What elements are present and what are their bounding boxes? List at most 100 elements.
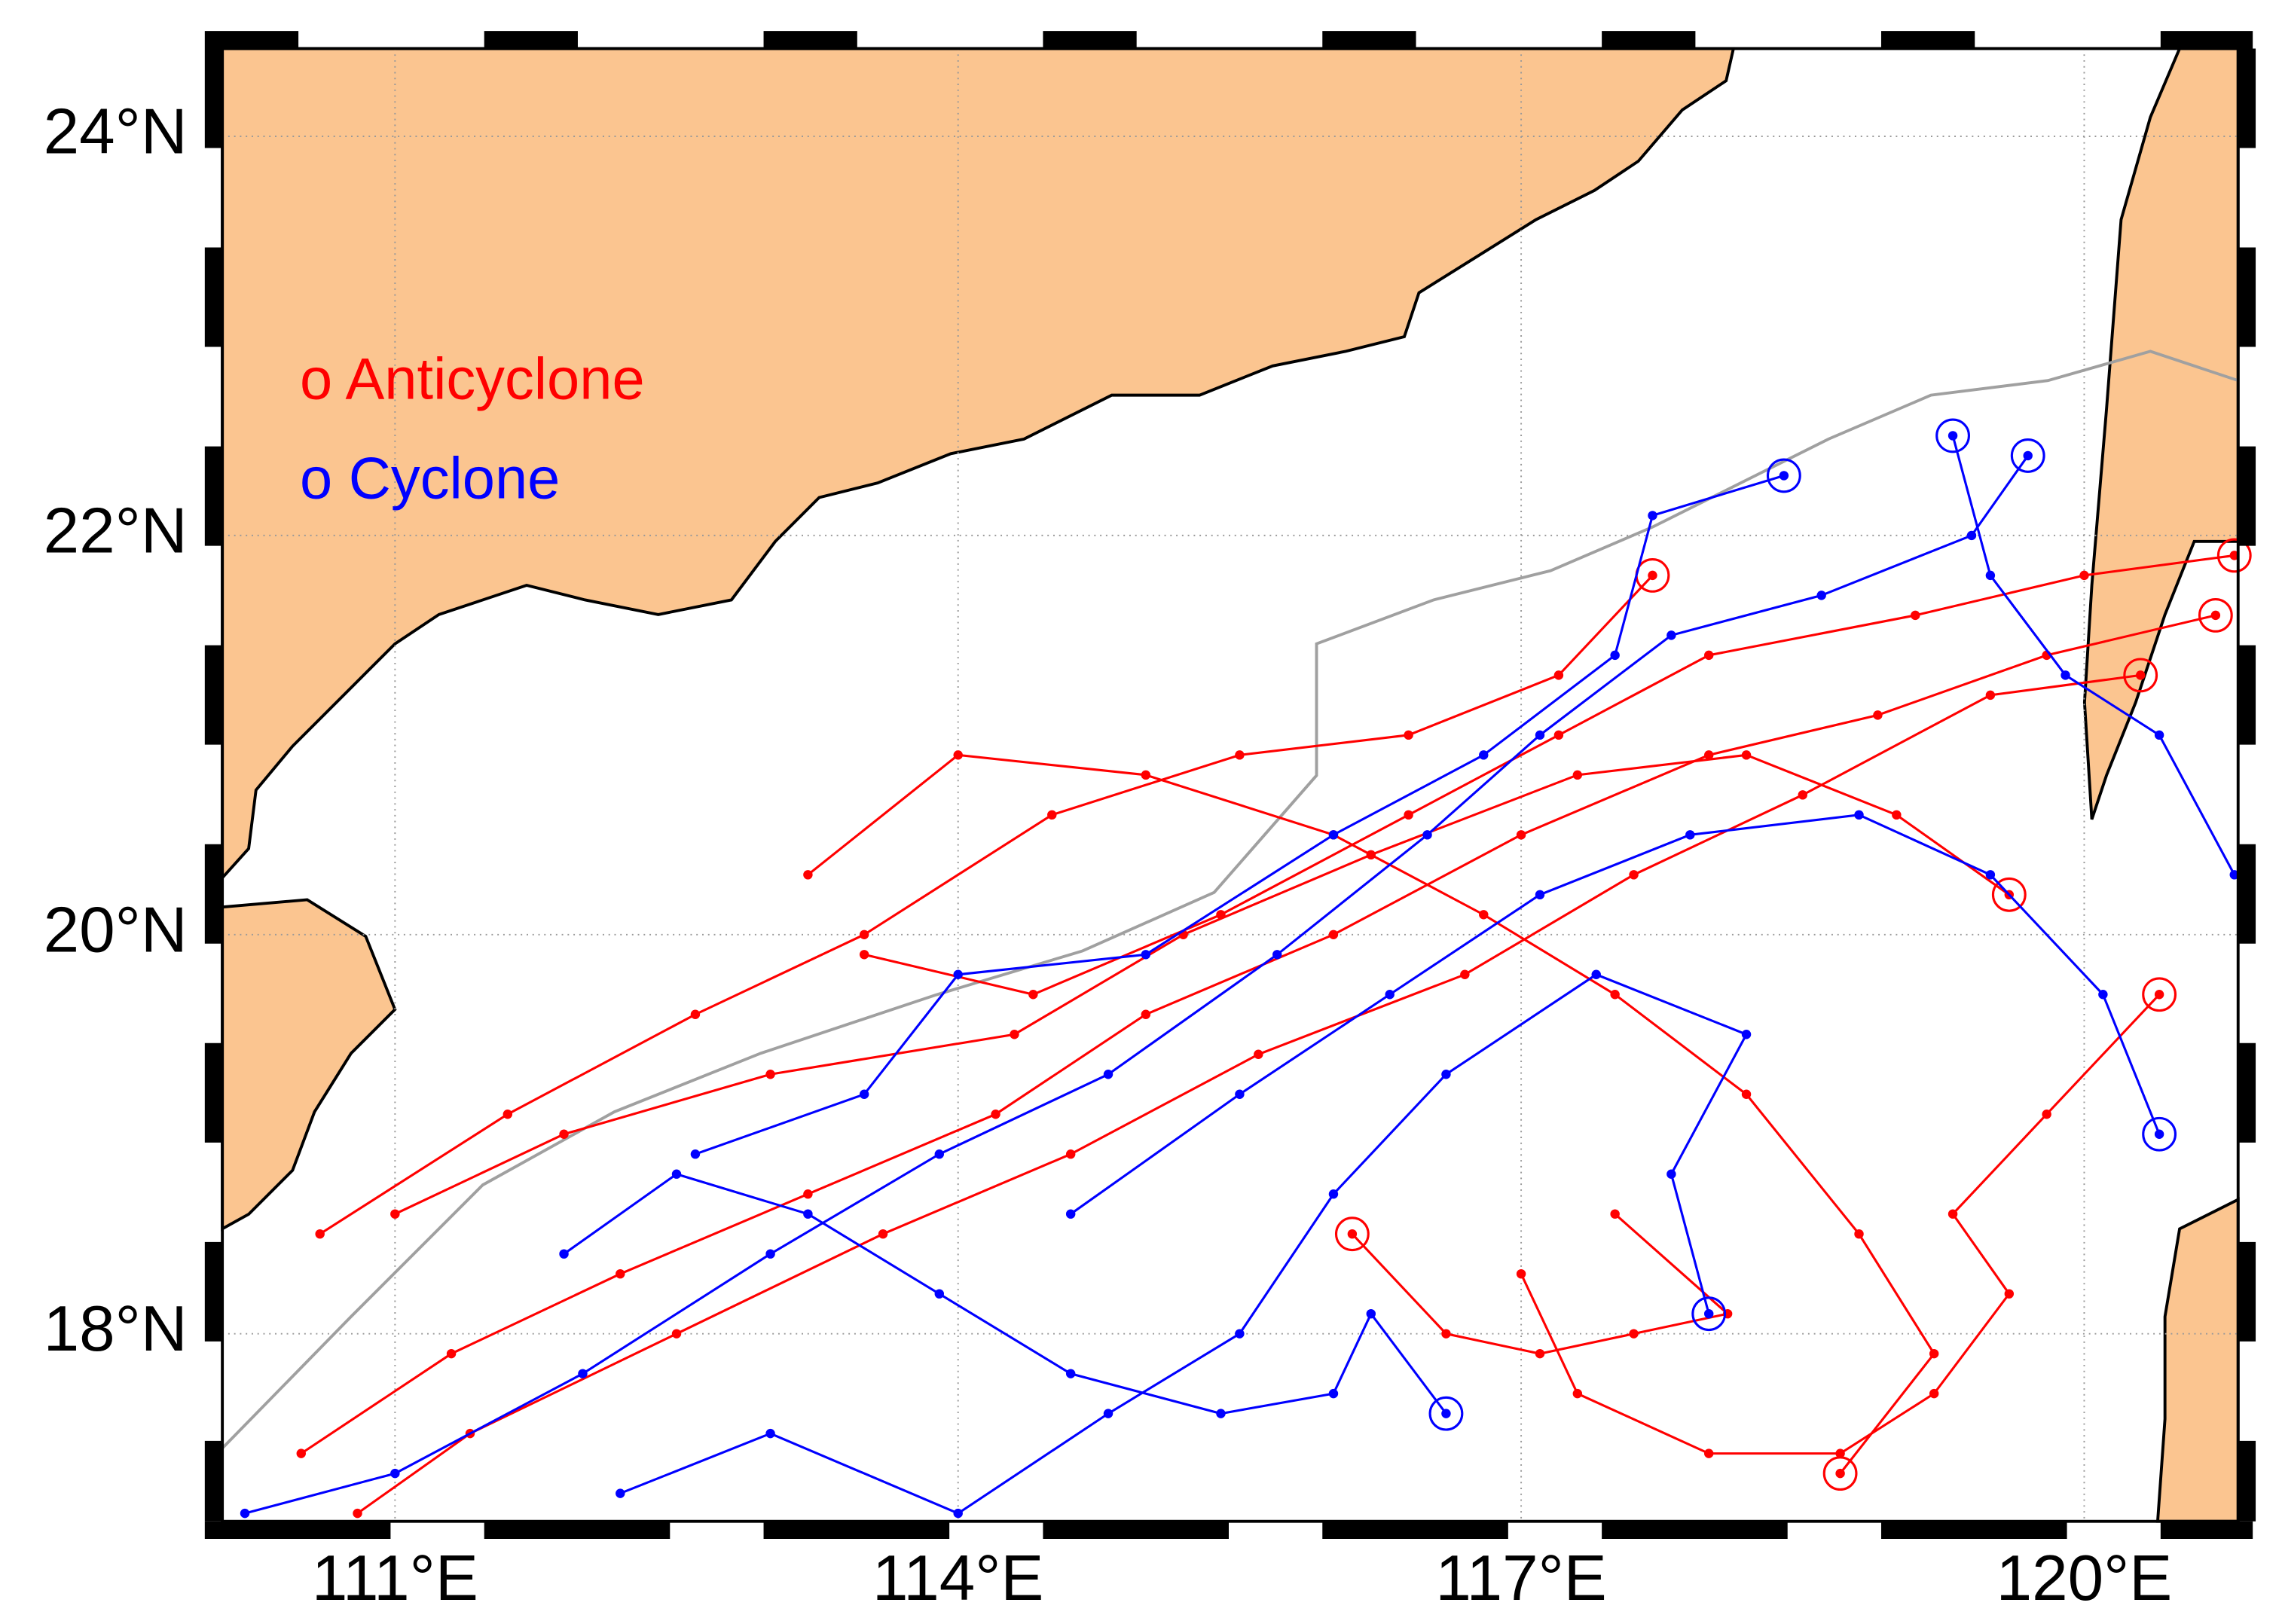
track-point (1892, 810, 1902, 820)
track-point (1479, 750, 1489, 760)
track-point (1535, 730, 1545, 740)
track-point (1704, 650, 1714, 661)
track-point (1065, 1369, 1076, 1378)
track-point (1328, 1189, 1339, 1199)
track-point (671, 1169, 682, 1179)
track-start (1991, 877, 2027, 912)
track-point (503, 1110, 513, 1119)
track-point (390, 1468, 400, 1479)
eddy-track (807, 753, 1936, 1475)
grid (222, 48, 2238, 1522)
track-point (1854, 1229, 1864, 1239)
track-point (1141, 950, 1151, 960)
track-point (2004, 1289, 2015, 1299)
track-point (1741, 1030, 1752, 1039)
frame (204, 31, 2256, 1540)
track-point (1985, 570, 1996, 581)
track-point (315, 1229, 325, 1239)
track-point (1479, 910, 1489, 920)
track-point (1254, 1049, 1263, 1059)
track-point (1648, 511, 1657, 520)
track-point (1591, 969, 1601, 979)
track-point (240, 1508, 250, 1519)
track-point (2154, 990, 2164, 1000)
track-point (765, 1070, 775, 1079)
hainan-coast (221, 898, 397, 1232)
taiwan-coast (2082, 47, 2240, 820)
track-point (1835, 1448, 1845, 1458)
track-point (953, 1508, 963, 1519)
isobath (221, 350, 2239, 1449)
track-point (859, 1089, 869, 1099)
track-point (1535, 890, 1545, 900)
track-point (1141, 1009, 1151, 1019)
track-start (1935, 418, 1970, 453)
track-point (1366, 1308, 1376, 1319)
track-point (1553, 670, 1564, 680)
track-point (859, 930, 869, 939)
track-point (953, 750, 963, 760)
track-point (353, 1508, 362, 1519)
track-point (1704, 750, 1714, 760)
track-point (1911, 610, 1920, 621)
track-point (1572, 770, 1583, 780)
track-point (934, 1149, 945, 1159)
track-start (2216, 538, 2252, 573)
track-point (559, 1129, 569, 1139)
plot-border (221, 47, 2240, 1523)
track-point (1028, 990, 1038, 1000)
track-point (803, 1189, 813, 1199)
track-point (1704, 1448, 1714, 1458)
track-point (671, 1329, 682, 1339)
track-point (1441, 1070, 1451, 1079)
track-start (2198, 597, 2233, 633)
track-start (1822, 1456, 1858, 1491)
track-point (690, 1009, 701, 1019)
track-point (390, 1209, 400, 1219)
track-point (616, 1268, 625, 1279)
track-point (1929, 1348, 1939, 1359)
track-point (1610, 990, 1620, 1000)
track-point (1010, 1030, 1019, 1039)
track-point (1216, 1409, 1226, 1418)
x-tick-label: 114°E (872, 1543, 1043, 1614)
track-point (1648, 570, 1657, 581)
track-point (2023, 450, 2033, 461)
track-point (1835, 1468, 1845, 1479)
track-point (578, 1369, 588, 1378)
track-point (1103, 1070, 1114, 1079)
track-point (2210, 610, 2221, 621)
track-point (1441, 1409, 1451, 1418)
track-point (1216, 910, 1226, 920)
track-point (1553, 730, 1564, 740)
track-point (2135, 670, 2146, 680)
track-point (2042, 1110, 2051, 1119)
track-start (1334, 1216, 1370, 1252)
track-start (2142, 977, 2177, 1012)
track-point (1779, 471, 1789, 481)
track-point (2098, 990, 2108, 1000)
track-point (1235, 1329, 1245, 1339)
mainland-coast (221, 47, 1736, 882)
track-point (616, 1488, 625, 1498)
track-point (803, 870, 813, 880)
eddy-track (394, 753, 2010, 1216)
y-tick-label: 24°N (44, 96, 188, 168)
track-point (953, 969, 963, 979)
legend-cyclone: o Cyclone (300, 447, 560, 511)
track-point (2154, 1129, 2164, 1139)
land (221, 47, 2240, 1523)
track-point (446, 1348, 457, 1359)
track-point (2154, 730, 2164, 740)
tracks (240, 418, 2252, 1519)
track-point (1629, 1329, 1639, 1339)
track-start (2123, 658, 2158, 693)
track-point (1741, 1089, 1752, 1099)
track-point (934, 1289, 945, 1299)
x-tick-label: 120°E (1996, 1543, 2173, 1614)
y-tick-label: 22°N (44, 495, 188, 566)
track-point (1685, 830, 1695, 840)
track-point (1047, 810, 1057, 820)
track-point (1516, 830, 1526, 840)
